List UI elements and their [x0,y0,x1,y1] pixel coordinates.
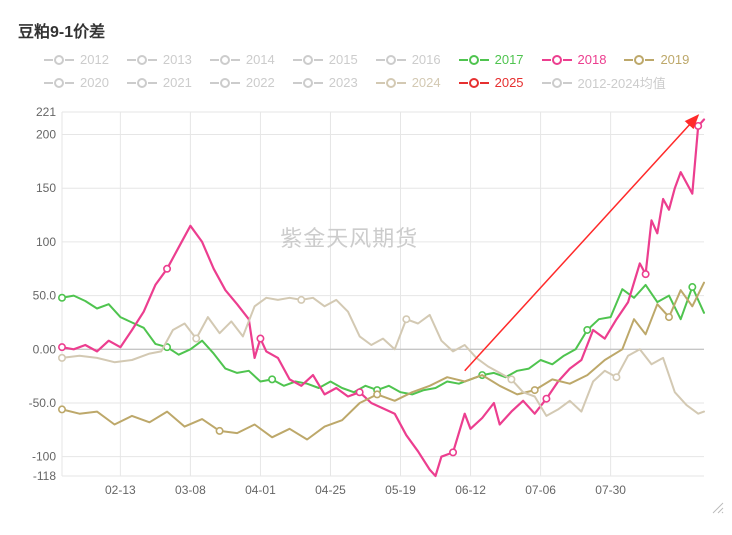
series-marker-icon [584,327,590,333]
legend-label: 2014 [246,52,275,67]
legend-swatch-icon [624,55,654,65]
legend-swatch-icon [376,78,406,88]
series-marker-icon [59,406,65,412]
series-marker-icon [543,395,549,401]
series-marker-icon [216,428,222,434]
x-tick-label: 04-01 [245,483,276,497]
series-marker-icon [613,374,619,380]
series-marker-icon [59,295,65,301]
legend-label: 2024 [412,75,441,90]
x-tick-label: 07-06 [525,483,556,497]
legend-swatch-icon [127,55,157,65]
y-tick-label: 221 [36,105,56,119]
legend-label: 2018 [578,52,607,67]
y-tick-label: 100 [36,235,56,249]
y-tick-label: -100 [32,450,56,464]
legend-item-2015[interactable]: 2015 [293,52,358,67]
series-marker-icon [298,297,304,303]
series-marker-icon [59,355,65,361]
plot-area: -118 -100 -50.0 0.00 50.0 100 150 200 221 02-13 03… [18,96,714,506]
series-marker-icon [666,314,672,320]
legend-swatch-icon [376,55,406,65]
legend-swatch-icon [542,55,572,65]
legend-swatch-icon [542,78,572,88]
series-marker-icon [59,344,65,350]
x-tick-label: 03-08 [175,483,206,497]
y-tick-label: 50.0 [33,289,57,303]
legend-swatch-icon [293,55,323,65]
legend-swatch-icon [459,78,489,88]
series-marker-icon [689,284,695,290]
legend-label: 2015 [329,52,358,67]
legend-item-2012[interactable]: 2012 [44,52,109,67]
legend-label: 2019 [660,52,689,67]
legend-label: 2017 [495,52,524,67]
legend-item-2025[interactable]: 2025 [459,73,524,92]
series-marker-icon [532,387,538,393]
legend-label: 2012-2024均值 [578,73,666,92]
legend-item-2018[interactable]: 2018 [542,52,607,67]
x-tick-label: 05-19 [385,483,416,497]
legend-item-2022[interactable]: 2022 [210,73,275,92]
legend-swatch-icon [44,55,74,65]
series-marker-icon [257,335,263,341]
legend-item-2024[interactable]: 2024 [376,73,441,92]
legend-item-2017[interactable]: 2017 [459,52,524,67]
legend-label: 2021 [163,75,192,90]
legend-label: 2023 [329,75,358,90]
y-tick-label: 200 [36,128,56,142]
legend-swatch-icon [210,78,240,88]
legend-label: 2025 [495,75,524,90]
chart-title: 豆粕9-1价差 [18,18,714,42]
series-marker-icon [269,376,275,382]
series-marker-icon [508,376,514,382]
y-tick-label: 0.00 [33,342,57,356]
legend-swatch-icon [459,55,489,65]
legend-label: 2013 [163,52,192,67]
x-tick-label: 07-30 [595,483,626,497]
legend-swatch-icon [44,78,74,88]
series-2018 [62,120,704,477]
x-tick-label: 04-25 [315,483,346,497]
x-tick-label: 02-13 [105,483,136,497]
series-marker-icon [642,271,648,277]
y-tick-label: -118 [33,469,56,483]
legend-label: 2020 [80,75,109,90]
chart-container: 豆粕9-1价差 2012 2013 2014 2015 2016 2017 2018 2019… [18,18,714,506]
x-tick-label: 06-12 [455,483,486,497]
series-marker-icon [403,316,409,322]
series-2019 [62,283,704,440]
series-marker-icon [193,335,199,341]
series-marker-icon [695,123,701,129]
legend-swatch-icon [293,78,323,88]
legend-label: 2022 [246,75,275,90]
series-marker-icon [164,266,170,272]
legend-item-2014[interactable]: 2014 [210,52,275,67]
legend-swatch-icon [210,55,240,65]
legend-item-2013[interactable]: 2013 [127,52,192,67]
legend-item-2020[interactable]: 2020 [44,73,109,92]
resize-handle-icon[interactable] [710,500,724,514]
legend-item-2023[interactable]: 2023 [293,73,358,92]
series-2024 [62,298,704,416]
series-marker-icon [356,389,362,395]
y-tick-label: -50.0 [29,396,57,410]
y-tick-label: 150 [36,181,56,195]
legend: 2012 2013 2014 2015 2016 2017 2018 2019 2020 2021… [18,52,714,92]
legend-swatch-icon [127,78,157,88]
legend-label: 2012 [80,52,109,67]
legend-item-2021[interactable]: 2021 [127,73,192,92]
series-marker-icon [450,449,456,455]
legend-label: 2016 [412,52,441,67]
legend-item-2016[interactable]: 2016 [376,52,441,67]
plot-svg: -118 -100 -50.0 0.00 50.0 100 150 200 221 02-13 03… [18,96,714,506]
legend-item-2019[interactable]: 2019 [624,52,689,67]
annotation-arrow [465,115,698,371]
legend-item-2012-2024均值[interactable]: 2012-2024均值 [542,73,666,92]
series-marker-icon [374,391,380,397]
